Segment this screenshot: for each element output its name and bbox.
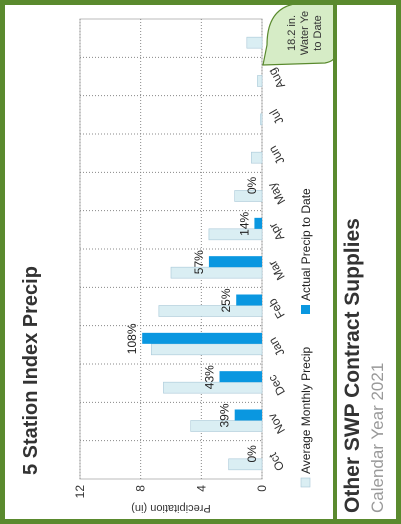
- x-tick-label: Jan: [266, 335, 288, 359]
- bar-average: [190, 420, 263, 432]
- callout-line: Water Ye: [299, 11, 311, 55]
- bar-actual: [208, 256, 263, 268]
- bar-actual: [236, 294, 262, 306]
- bar-average: [163, 381, 263, 394]
- precip-chart: 04812OctNovDecJanFebMarAprMayJunJulAugSe…: [20, 5, 333, 514]
- legend-swatch-average: [300, 477, 311, 488]
- x-tick-label: Oct: [265, 450, 287, 474]
- x-tick-label: Dec: [265, 372, 288, 397]
- percent-label: 43%: [203, 365, 217, 389]
- bar-average: [260, 113, 263, 126]
- percent-label: 108%: [125, 323, 139, 354]
- percent-label: 39%: [218, 403, 232, 427]
- bar-average: [228, 458, 263, 471]
- x-tick-label: Apr: [266, 220, 287, 243]
- sidebar: Other SWP Contract Supplies Calendar Yea…: [337, 5, 396, 519]
- percent-label: 0%: [245, 176, 259, 194]
- y-tick-label: 4: [194, 485, 208, 492]
- legend-label-average: Average Monthly Precip: [299, 346, 313, 474]
- callout-line: 18.2 in.: [286, 15, 298, 51]
- y-tick-label: 12: [73, 485, 87, 499]
- x-tick-label: Aug: [265, 66, 288, 91]
- x-tick-label: Feb: [265, 296, 288, 321]
- chart-rotated-group: 04812OctNovDecJanFebMarAprMayJunJulAugSe…: [20, 18, 313, 514]
- bar-actual: [142, 332, 262, 344]
- bar-average: [158, 305, 263, 317]
- x-tick-label: Nov: [265, 411, 288, 436]
- callout-text: 18.2 in. Water Ye to Date: [286, 11, 324, 55]
- bar-actual: [219, 371, 263, 383]
- callout-line: to Date: [312, 15, 324, 50]
- sidebar-subtitle: Calendar Year 2021: [368, 362, 387, 513]
- legend-label-actual: Actual Precip to Date: [299, 188, 313, 301]
- bar-actual: [234, 409, 262, 421]
- percent-label: 14%: [237, 212, 251, 236]
- bar-average: [251, 151, 263, 164]
- bar-average: [170, 266, 263, 279]
- bar-average: [234, 190, 263, 202]
- percent-label: 25%: [219, 288, 233, 312]
- y-axis-label: Precipitation (in): [131, 502, 210, 514]
- x-tick-label: May: [265, 180, 288, 207]
- bar-average: [246, 36, 263, 49]
- x-tick-label: Jun: [266, 143, 288, 167]
- chart-title: 5 Station Index Precip: [20, 266, 42, 475]
- x-tick-label: Jul: [267, 107, 287, 127]
- sidebar-title: Other SWP Contract Supplies: [341, 218, 364, 513]
- bar-average: [150, 343, 263, 356]
- percent-label: 57%: [192, 250, 206, 274]
- callout-bubble: [262, 5, 333, 66]
- x-tick-label: Mar: [265, 258, 287, 283]
- bar-average: [208, 228, 263, 241]
- legend-swatch-actual: [301, 305, 310, 314]
- bar-actual: [254, 217, 263, 229]
- bar-average: [257, 75, 263, 87]
- chart-panel: 04812OctNovDecJanFebMarAprMayJunJulAugSe…: [5, 5, 333, 519]
- y-tick-label: 8: [134, 485, 148, 492]
- percent-label: 0%: [245, 445, 259, 463]
- y-tick-label: 0: [255, 485, 269, 492]
